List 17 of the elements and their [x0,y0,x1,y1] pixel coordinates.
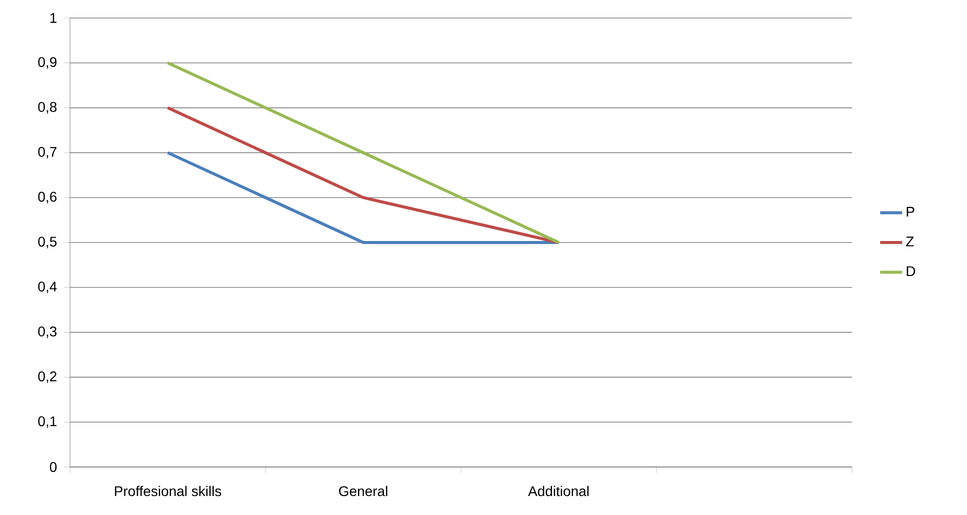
x-tick-label: General [339,486,388,496]
y-tick-label: 0,8 [38,102,57,114]
y-tick-label: 0,9 [38,57,56,69]
y-tick-label: 0,2 [38,371,56,383]
y-tick-label: 0,1 [38,416,56,428]
x-tick-label: Additional [528,486,589,496]
y-tick-label: 0,6 [38,192,57,204]
y-tick-label: 0,3 [38,326,57,338]
legend-label: Z [906,236,914,246]
y-tick-label: 0,5 [38,236,57,248]
y-tick-label: 0 [50,462,57,472]
x-tick-label: Proffesional skills [114,486,222,496]
y-tick-label: 0,7 [38,146,56,158]
legend-label: D [906,266,916,276]
y-tick-label: 1 [50,13,56,23]
y-tick-label: 0,4 [38,282,57,294]
legend-label: P [906,206,914,217]
